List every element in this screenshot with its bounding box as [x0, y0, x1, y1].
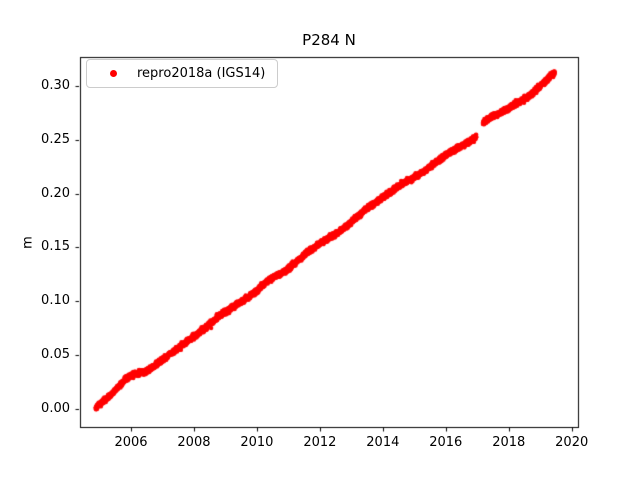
- x-tick-label: 2010: [240, 435, 274, 450]
- chart-title: P284 N: [302, 31, 356, 49]
- x-tick-label: 2006: [114, 435, 148, 450]
- y-tick-label: 0.10: [41, 293, 70, 309]
- x-tick-label: 2020: [555, 435, 589, 450]
- y-axis-label: m: [20, 236, 36, 249]
- x-tick-label: 2012: [303, 435, 337, 450]
- y-tick-label: 0.05: [41, 346, 70, 362]
- y-tick-label: 0.00: [41, 400, 70, 416]
- y-tick-label: 0.25: [41, 131, 70, 147]
- legend: repro2018a (IGS14): [86, 59, 279, 88]
- y-tick-label: 0.20: [41, 185, 70, 201]
- legend-marker-icon: [109, 70, 117, 77]
- legend-handle: [99, 70, 127, 77]
- x-tick-label: 2014: [366, 435, 400, 450]
- x-tick-label: 2016: [429, 435, 463, 450]
- x-tick-label: 2008: [177, 435, 211, 450]
- legend-label: repro2018a (IGS14): [137, 66, 266, 81]
- y-tick-label: 0.15: [41, 239, 70, 255]
- x-tick-label: 2018: [492, 435, 526, 450]
- y-tick-label: 0.30: [41, 78, 70, 94]
